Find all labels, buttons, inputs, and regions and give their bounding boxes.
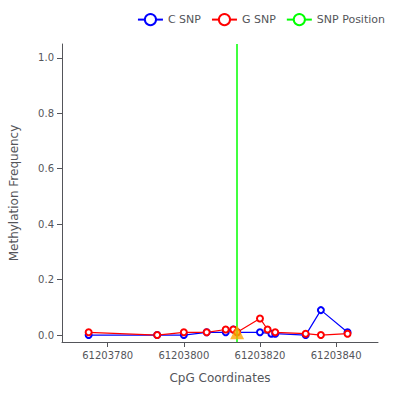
svg-text:61203780: 61203780 — [82, 350, 133, 361]
svg-text:C SNP: C SNP — [168, 13, 201, 26]
svg-text:G SNP: G SNP — [242, 13, 276, 26]
svg-text:Methylation Frequency: Methylation Frequency — [7, 125, 21, 262]
svg-text:0.2: 0.2 — [38, 274, 54, 285]
svg-text:0.6: 0.6 — [38, 163, 54, 174]
svg-text:61203820: 61203820 — [235, 350, 286, 361]
svg-text:CpG Coordinates: CpG Coordinates — [169, 371, 270, 385]
svg-text:1.0: 1.0 — [38, 52, 54, 63]
svg-text:0.0: 0.0 — [38, 330, 54, 341]
svg-text:61203840: 61203840 — [311, 350, 362, 361]
svg-text:61203800: 61203800 — [158, 350, 209, 361]
svg-text:SNP Position: SNP Position — [317, 13, 385, 26]
svg-text:0.8: 0.8 — [38, 108, 54, 119]
svg-text:0.4: 0.4 — [38, 219, 54, 230]
